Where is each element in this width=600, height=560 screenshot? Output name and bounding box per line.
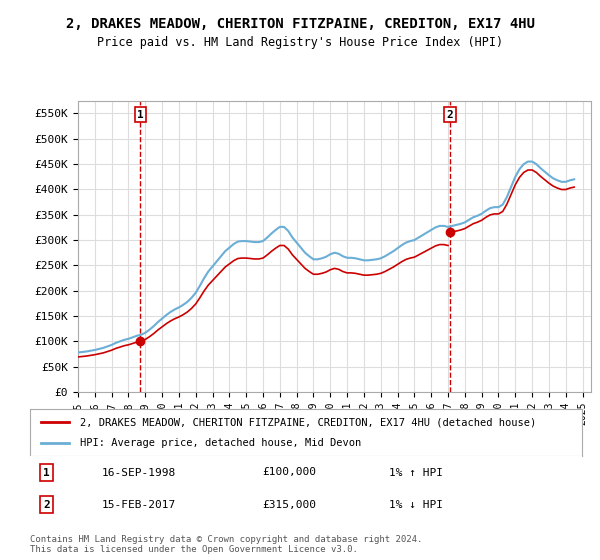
Text: Price paid vs. HM Land Registry's House Price Index (HPI): Price paid vs. HM Land Registry's House … — [97, 36, 503, 49]
Text: 15-FEB-2017: 15-FEB-2017 — [102, 500, 176, 510]
Text: 16-SEP-1998: 16-SEP-1998 — [102, 468, 176, 478]
Text: 1% ↑ HPI: 1% ↑ HPI — [389, 468, 443, 478]
Text: Contains HM Land Registry data © Crown copyright and database right 2024.
This d: Contains HM Land Registry data © Crown c… — [30, 535, 422, 554]
Text: 2: 2 — [43, 500, 50, 510]
Text: £100,000: £100,000 — [262, 468, 316, 478]
Text: 1: 1 — [43, 468, 50, 478]
Text: 1% ↓ HPI: 1% ↓ HPI — [389, 500, 443, 510]
Text: 1: 1 — [137, 110, 144, 119]
Text: HPI: Average price, detached house, Mid Devon: HPI: Average price, detached house, Mid … — [80, 438, 361, 448]
Text: 2, DRAKES MEADOW, CHERITON FITZPAINE, CREDITON, EX17 4HU (detached house): 2, DRAKES MEADOW, CHERITON FITZPAINE, CR… — [80, 417, 536, 427]
Text: 2, DRAKES MEADOW, CHERITON FITZPAINE, CREDITON, EX17 4HU: 2, DRAKES MEADOW, CHERITON FITZPAINE, CR… — [65, 17, 535, 31]
Text: £315,000: £315,000 — [262, 500, 316, 510]
Text: 2: 2 — [446, 110, 454, 119]
